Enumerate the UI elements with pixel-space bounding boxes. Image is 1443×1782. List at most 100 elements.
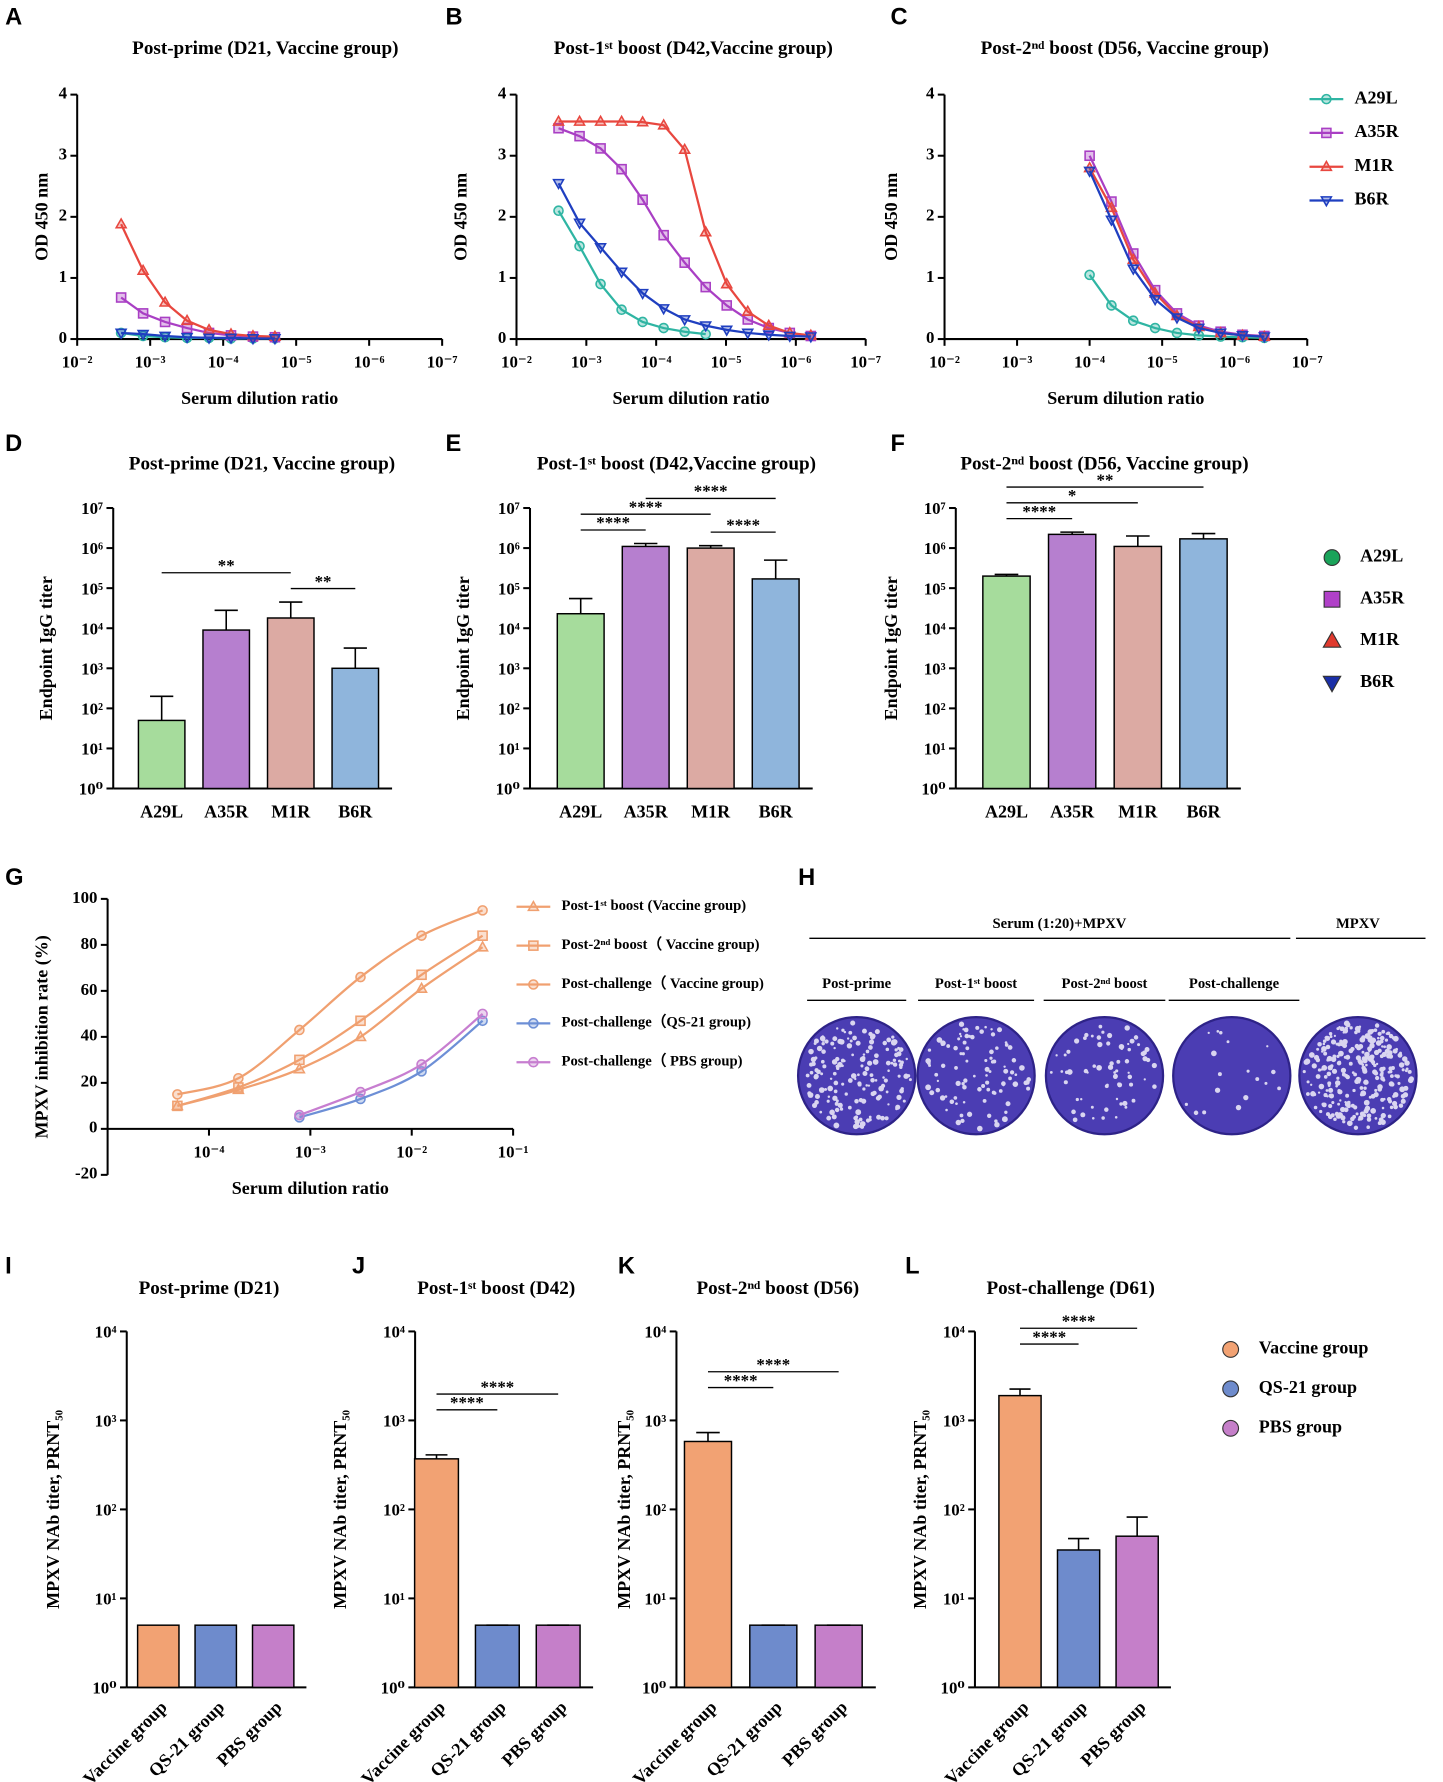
plaque	[1388, 1069, 1393, 1074]
plaque	[1116, 1059, 1121, 1064]
bar	[202, 629, 251, 790]
plaque	[955, 1119, 962, 1126]
marker	[679, 326, 690, 338]
plaque	[1400, 1093, 1406, 1099]
marker	[1320, 196, 1333, 208]
plaque	[995, 1046, 999, 1050]
plaque	[862, 1053, 866, 1056]
plaque	[1207, 1031, 1210, 1035]
plaque	[1060, 1070, 1064, 1073]
marker	[355, 971, 366, 983]
plaque	[1339, 1026, 1345, 1032]
legend-label: Post-2ⁿᵈ boost（ Vaccine group)	[562, 935, 760, 953]
plaque	[1392, 1048, 1398, 1054]
bar	[474, 1624, 520, 1689]
plaque	[977, 1125, 983, 1132]
y-tick-label: 10⁷	[81, 499, 103, 518]
marker	[1321, 127, 1332, 139]
plaque	[1365, 1063, 1368, 1067]
plaque	[1074, 1038, 1080, 1044]
plaque	[1004, 1110, 1008, 1114]
bar	[251, 1624, 295, 1689]
plaque	[1385, 1032, 1389, 1035]
error-bar	[568, 597, 593, 614]
error-bar	[698, 544, 723, 549]
marker	[1105, 215, 1118, 227]
x-tick-label: 10⁻³	[1002, 353, 1033, 372]
plaque	[984, 1066, 990, 1072]
plaque	[1350, 1046, 1355, 1052]
marker	[1171, 327, 1183, 339]
y-tick-label: 10⁷	[924, 499, 946, 518]
plaque	[965, 1059, 969, 1063]
plaque	[1120, 1047, 1124, 1050]
marker	[136, 263, 150, 276]
plaque	[1317, 1068, 1322, 1072]
y-tick-label: 3	[59, 145, 67, 164]
marker	[573, 218, 586, 230]
plaque	[832, 1036, 838, 1042]
significance-label: ****	[596, 513, 630, 532]
plaque	[1003, 1068, 1009, 1074]
plaque	[1317, 1091, 1321, 1094]
plaque	[814, 1056, 818, 1060]
marker	[574, 130, 585, 142]
plaque	[1363, 1108, 1369, 1114]
plaque	[826, 1115, 832, 1121]
marker	[1106, 300, 1117, 311]
significance-label: **	[1097, 470, 1114, 489]
y-tick-label: 10⁰	[921, 780, 945, 799]
x-tick-label: M1R	[271, 801, 311, 821]
marker	[699, 225, 713, 237]
y-axis-label: Endpoint IgG titer	[453, 576, 473, 720]
plaque	[1379, 1054, 1384, 1059]
plaque	[1322, 1042, 1326, 1046]
marker	[1214, 328, 1227, 340]
marker	[1323, 549, 1341, 567]
marker	[1126, 264, 1140, 276]
plate	[796, 1016, 917, 1136]
x-tick-label: 10⁻⁴	[1074, 353, 1105, 372]
plaque	[1393, 1104, 1398, 1110]
legend-label: Post-challenge（ PBS group)	[562, 1052, 743, 1070]
y-tick-label: 4	[59, 83, 68, 102]
marker	[615, 267, 628, 279]
plaque	[1129, 1038, 1135, 1044]
plaque	[1083, 1068, 1089, 1074]
plaque	[1381, 1066, 1386, 1071]
plaque	[1382, 1078, 1386, 1082]
plaque	[844, 1092, 848, 1096]
header-label: Serum (1:20)+MPXV	[993, 916, 1127, 932]
error-bar	[633, 542, 658, 547]
plaque	[1092, 1116, 1095, 1120]
plaque	[1193, 1110, 1199, 1116]
marker	[574, 240, 585, 252]
plaque	[1331, 1068, 1338, 1074]
plaque	[1338, 1025, 1341, 1029]
plaque	[997, 1027, 1003, 1033]
series-line	[177, 934, 484, 1107]
marker	[172, 1100, 183, 1112]
series-line	[1088, 170, 1265, 338]
plaque	[964, 1033, 970, 1039]
plaque	[1338, 1050, 1344, 1057]
marker	[658, 322, 669, 334]
plaque	[1377, 1031, 1382, 1036]
plaque	[958, 1021, 965, 1027]
plaque	[1012, 1081, 1019, 1087]
plaque	[908, 1078, 912, 1082]
plaque	[1405, 1067, 1409, 1071]
plaque	[807, 1091, 812, 1096]
plate-label: Post-prime	[822, 976, 892, 992]
plaque	[869, 1073, 874, 1078]
marker	[616, 304, 627, 316]
plaque	[939, 1095, 946, 1101]
plaque	[1328, 1087, 1334, 1093]
plaque	[1340, 1115, 1346, 1121]
error-bar	[214, 609, 238, 631]
y-tick-label: 10²	[644, 1501, 666, 1520]
plaque	[1371, 1060, 1376, 1065]
plaque	[1005, 1101, 1011, 1107]
marker	[1222, 1419, 1240, 1437]
y-tick-label: 10¹	[95, 1590, 117, 1609]
